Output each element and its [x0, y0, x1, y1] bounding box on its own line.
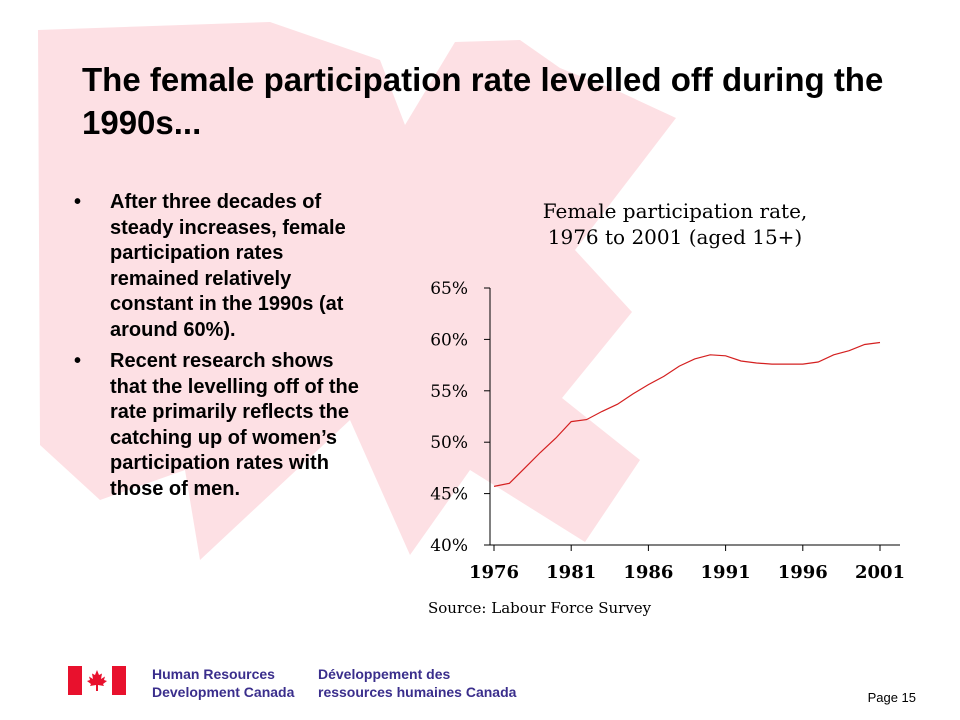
bullet-icon: •: [74, 350, 82, 372]
chart-source: Source: Labour Force Survey: [428, 599, 652, 617]
bullet-item: • After three decades of steady increase…: [72, 190, 372, 343]
x-tick-label: 1996: [778, 562, 828, 583]
chart-title-line-2: 1976 to 2001 (aged 15+): [548, 225, 802, 249]
bullet-list: • After three decades of steady increase…: [72, 190, 372, 508]
y-tick-label: 55%: [430, 382, 468, 402]
dept-english-line: Human Resources: [152, 666, 275, 682]
x-tick-label: 1976: [469, 562, 519, 583]
series-line: [493, 341, 881, 487]
slide-title: The female participation rate levelled o…: [82, 61, 884, 141]
x-tick-label: 1991: [701, 562, 751, 583]
dept-name-english: Human Resources Development Canada: [152, 665, 294, 701]
y-tick-label: 45%: [430, 485, 468, 505]
y-tick-label: 40%: [430, 536, 468, 556]
dept-english-line: Development Canada: [152, 684, 295, 700]
chart-title-line-1: Female participation rate,: [543, 199, 808, 223]
canada-flag-icon: [68, 666, 126, 695]
y-tick-label: 65%: [430, 279, 468, 299]
dept-french-line: ressources humaines Canada: [318, 684, 517, 700]
dept-french-line: Développement des: [318, 666, 451, 682]
bullet-item: • Recent research shows that the levelli…: [72, 349, 372, 502]
y-tick-label: 50%: [430, 433, 468, 453]
participation-rate-chart: Female participation rate, 1976 to 2001 …: [428, 199, 905, 617]
x-tick-label: 2001: [855, 562, 905, 583]
y-tick-label: 60%: [430, 330, 468, 350]
x-tick-label: 1986: [623, 562, 673, 583]
x-tick-label: 1981: [546, 562, 596, 583]
bullet-text: Recent research shows that the levelling…: [110, 350, 359, 500]
bullet-text: After three decades of steady increases,…: [110, 191, 346, 341]
dept-name-french: Développement des ressources humaines Ca…: [318, 665, 516, 701]
bullet-icon: •: [74, 191, 82, 213]
page-number: Page 15: [867, 690, 916, 705]
chart-plot-area: 40% 45% 50% 55% 60% 65% 1976 1981 1986 1991 1996 20…: [430, 279, 905, 583]
maple-leaf-shape: [38, 22, 676, 560]
